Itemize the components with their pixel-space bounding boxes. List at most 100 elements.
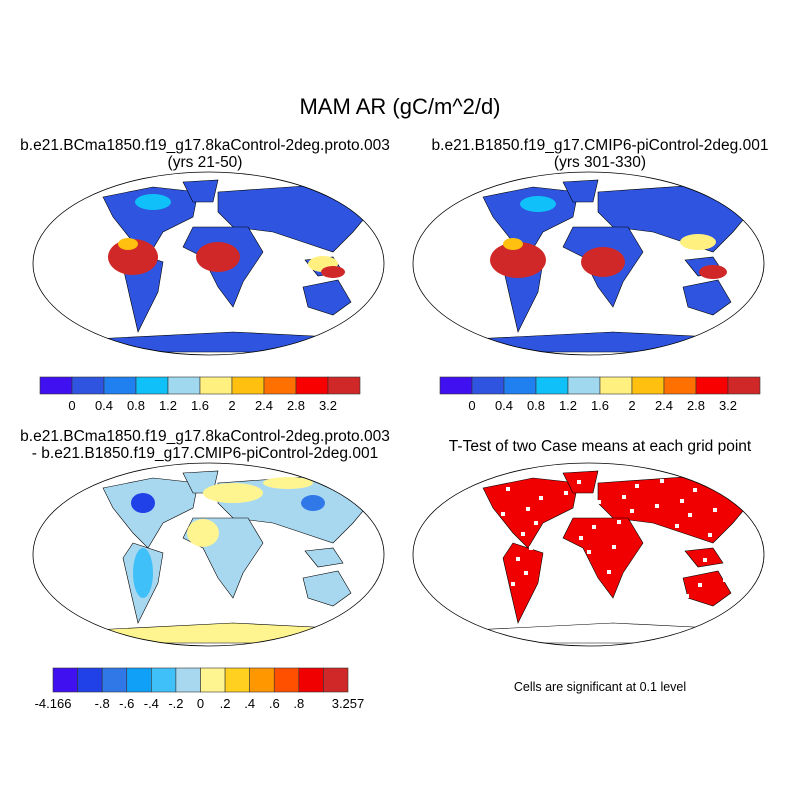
colorbar-tick-label: .4 [244,696,255,711]
data-region [581,247,625,277]
nonsignificant-cell [617,520,621,524]
colorbar-box [231,376,265,395]
colorbar-box [263,376,297,395]
nonsignificant-cell [501,512,505,516]
colorbar-tick-label: -4.166 [35,696,72,711]
colorbar-box [599,376,633,395]
colorbar-tick-label: 1.2 [559,398,577,413]
panel-1-title: b.e21.BCma1850.f19_g17.8kaControl-2deg.p… [20,137,390,154]
map-panel-1 [32,171,385,356]
nonsignificant-cell [529,546,533,550]
nonsignificant-cell [630,509,634,513]
map-panel-3 [32,462,385,647]
colorbar-box [39,376,73,395]
nonsignificant-cell [521,532,525,536]
data-region [187,519,219,547]
colorbar-tick-label: 3.2 [719,398,737,413]
colorbar-tick-label: 0.4 [95,398,113,413]
colorbar-box [151,667,177,693]
colorbar-tick-label: 3.2 [319,398,337,413]
nonsignificant-cell [680,499,684,503]
nonsignificant-cell [650,529,654,533]
colorbar-box [103,376,137,395]
data-region [131,493,155,513]
nonsignificant-cell [574,561,578,565]
panel-3-title: b.e21.BCma1850.f19_g17.8kaControl-2deg.p… [20,428,390,445]
colorbar-tick-label: -.4 [144,696,159,711]
nonsignificant-cell [655,504,659,508]
colorbar-box [503,376,537,395]
colorbar-box [249,667,275,693]
data-region [135,194,171,210]
nonsignificant-cell [602,595,606,599]
nonsignificant-cell [506,487,510,491]
nonsignificant-cell [549,566,553,570]
data-region [321,266,345,278]
nonsignificant-cell [703,558,707,562]
colorbar-tick-label: 1.6 [591,398,609,413]
nonsignificant-cell [670,549,674,553]
colorbar-box [439,376,473,395]
antarctica [452,622,714,644]
colorbar-box [327,376,361,395]
nonsignificant-cell [582,575,586,579]
nonsignificant-cell [577,480,581,484]
panel-4-title: T-Test of two Case means at each grid po… [448,438,752,455]
antarctica [72,331,334,353]
colorbar-tick-label: 0.8 [127,398,145,413]
colorbar-box [295,376,329,395]
data-region [699,265,727,279]
nonsignificant-cell [688,513,692,517]
nonsignificant-cell [738,503,742,507]
colorbar-tick-label: 2 [628,398,635,413]
colorbar-tick-label: 0.8 [527,398,545,413]
colorbar-box [200,667,226,693]
colorbar-box [71,376,105,395]
colorbar-tick-label: .8 [293,696,304,711]
nonsignificant-cell [539,496,543,500]
data-region [108,239,158,275]
nonsignificant-cell [685,594,689,598]
colorbar-tick-label: 2 [228,398,235,413]
colorbar-tick-label: 3.257 [332,696,365,711]
colorbar-tick-label: 2.4 [255,398,273,413]
nonsignificant-cell [718,483,722,487]
nonsignificant-cell [627,590,631,594]
nonsignificant-cell [607,570,611,574]
nonsignificant-cell [612,545,616,549]
panel-1-subtitle: (yrs 21-50) [167,154,243,171]
colorbar-box [135,376,169,395]
colorbar-box [126,667,152,693]
colorbar-tick-label: .2 [220,696,231,711]
colorbar-box [695,376,729,395]
colorbar-tick-label: -.8 [95,696,110,711]
colorbar-tick-label: 0 [468,398,475,413]
colorbar-box [727,376,761,395]
nonsignificant-cell [635,484,639,488]
nonsignificant-cell [632,565,636,569]
nonsignificant-cell [622,495,626,499]
colorbar-box [273,667,300,693]
nonsignificant-cell [640,579,644,583]
colorbar-box [167,376,201,395]
colorbar-tick-label: 2.8 [687,398,705,413]
nonsignificant-cell [660,479,664,483]
colorbar-tick-label: 2.4 [655,398,673,413]
colorbar-tick-label: .6 [269,696,280,711]
map-border [32,171,385,356]
colorbar-tick-label: 1.6 [191,398,209,413]
nonsignificant-cell [544,591,548,595]
nonsignificant-cell [693,488,697,492]
nonsignificant-cell [569,586,573,590]
nonsignificant-cell [486,587,490,591]
nonsignificant-cell [645,554,649,558]
nonsignificant-cell [708,533,712,537]
nonsignificant-cell [579,536,583,540]
colorbar-tick-label: -.6 [119,696,134,711]
antarctica [452,331,714,353]
nonsignificant-cell [516,557,520,561]
data-region [503,238,523,250]
land-fill [482,470,759,624]
map-border [412,462,765,647]
panel-2-subtitle: (yrs 301-330) [553,154,647,171]
